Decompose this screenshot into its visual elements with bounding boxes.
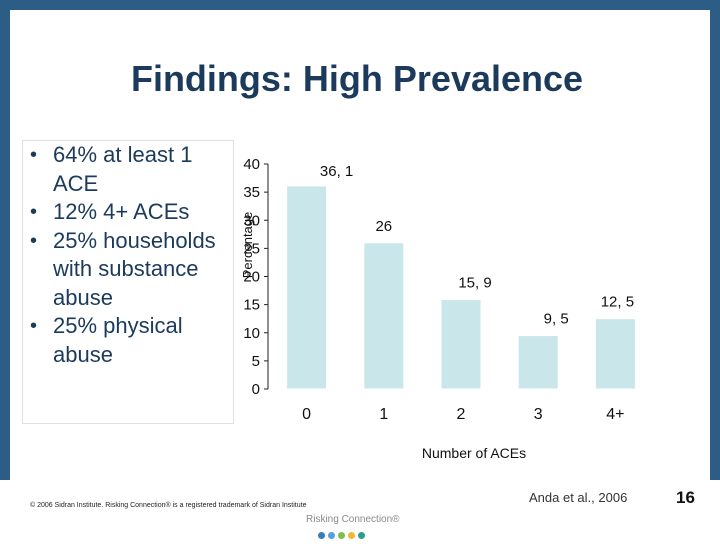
- data-label: 26: [375, 218, 392, 235]
- bullet-text: 25% households with substance abuse: [53, 227, 216, 310]
- y-tick-label: 40: [243, 156, 260, 173]
- bar: [517, 335, 559, 390]
- footer-band: [0, 480, 720, 540]
- bullet-dot: •: [30, 315, 38, 337]
- copyright-notice: © 2006 Sidran Institute. Risking Connect…: [30, 502, 307, 509]
- logo-dot: [318, 532, 325, 539]
- data-label: 36, 1: [320, 163, 353, 180]
- bar: [286, 185, 328, 390]
- y-tick-label: 5: [252, 353, 260, 370]
- logo-dot: [358, 532, 365, 539]
- y-tick-label: 0: [252, 381, 260, 398]
- x-tick-label: 1: [379, 406, 388, 423]
- bullet-item: • 25% households with substance abuse: [23, 227, 233, 313]
- logo-dot: [328, 532, 335, 539]
- data-label: 9, 5: [544, 311, 569, 328]
- slide-title: Findings: High Prevalence: [130, 58, 584, 99]
- risking-connection-logo: Risking Connection®: [306, 512, 402, 539]
- bar: [363, 242, 405, 390]
- bar-chart: 0 5 10 15 20 25 30 35 40 36, 1 0 26 1 15, 9 2 9, 5 3 12, …: [240, 156, 636, 461]
- logo-dot: [348, 532, 355, 539]
- bullet-item: • 64% at least 1 ACE: [23, 141, 233, 198]
- bullet-text: 12% 4+ ACEs: [53, 199, 190, 224]
- data-label: 12, 5: [601, 294, 634, 311]
- citation: Anda et al., 2006: [529, 490, 628, 505]
- bullet-dot: •: [30, 201, 38, 223]
- bullet-item: • 25% physical abuse: [23, 312, 233, 369]
- logo-wordmark: Risking Connection®: [306, 514, 400, 525]
- y-tick-label: 15: [243, 297, 260, 314]
- logo-dots: [318, 526, 368, 539]
- bullet-text: 64% at least 1 ACE: [53, 142, 193, 196]
- y-tick-label: 30: [243, 212, 260, 229]
- bar: [440, 299, 482, 390]
- x-tick-label: 2: [457, 406, 466, 423]
- x-tick-label: 4+: [606, 406, 624, 423]
- logo-dot: [338, 532, 345, 539]
- data-label: 15, 9: [458, 275, 491, 292]
- bullet-dot: •: [30, 229, 38, 252]
- y-tick-label: 25: [243, 240, 260, 257]
- y-tick-label: 10: [243, 325, 260, 342]
- bar: [594, 318, 636, 390]
- y-tick-label: 20: [243, 269, 260, 286]
- x-tick-label: 3: [534, 406, 543, 423]
- bullet-item: • 12% 4+ ACEs: [23, 198, 233, 227]
- bullet-box: • 64% at least 1 ACE • 12% 4+ ACEs • 25% ho…: [22, 140, 234, 424]
- x-axis-title: Number of ACEs: [422, 445, 526, 461]
- y-axis-title: Percentage: [240, 212, 255, 279]
- y-tick-label: 35: [243, 184, 260, 201]
- bullet-dot: •: [30, 144, 38, 166]
- page-number: 16: [676, 488, 695, 507]
- bullet-text: 25% physical abuse: [53, 313, 183, 367]
- x-tick-label: 0: [302, 406, 311, 423]
